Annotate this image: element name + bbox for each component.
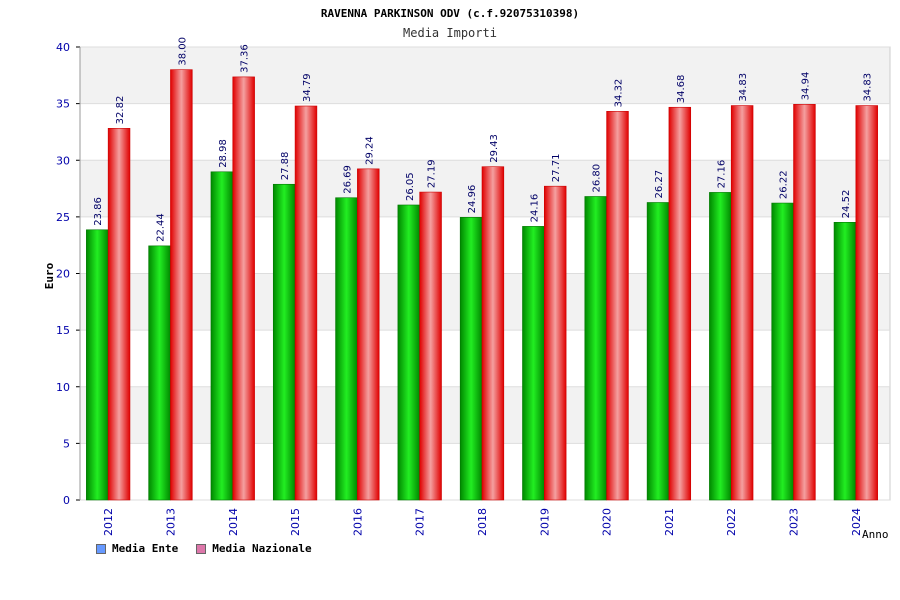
bar-media-ente (709, 192, 732, 501)
data-label: 24.16 (529, 194, 540, 223)
bar-media-nazionale (294, 105, 318, 501)
x-tick-label: 2024 (850, 508, 863, 536)
legend-label-ente: Media Ente (112, 542, 179, 555)
y-axis-label: Euro (43, 262, 56, 289)
bar-media-nazionale (357, 168, 380, 501)
bar-media-nazionale (855, 105, 878, 501)
x-tick-label: 2013 (164, 508, 177, 536)
bar-media-ente (210, 171, 234, 501)
legend-swatch-nazionale (196, 543, 207, 554)
x-tick-label: 2018 (476, 508, 489, 536)
data-label: 32.82 (115, 96, 126, 125)
bar-media-ente (646, 202, 670, 501)
bar-media-nazionale (232, 76, 255, 501)
bar-media-nazionale (730, 105, 754, 501)
data-label: 29.43 (489, 134, 500, 163)
bars (86, 69, 878, 501)
data-label: 34.83 (738, 73, 749, 102)
x-tick-label: 2012 (102, 508, 115, 536)
bar-media-nazionale (544, 185, 567, 501)
chart-subtitle: Media Importi (403, 26, 497, 40)
bar-media-ente (335, 197, 358, 501)
data-label: 27.19 (427, 159, 438, 188)
x-tick-label: 2022 (725, 508, 738, 536)
x-tick-label: 2023 (788, 508, 801, 536)
bar-media-nazionale (419, 191, 442, 501)
data-label: 22.44 (156, 213, 167, 242)
y-axis-ticks: 0 5 10 15 20 25 30 35 40 (56, 41, 81, 507)
data-label: 27.71 (551, 154, 562, 183)
bar-media-ente (459, 217, 483, 501)
y-tick-label: 15 (56, 324, 70, 337)
legend-label-nazionale: Media Nazionale (212, 542, 312, 555)
legend-item-ente: Media Ente (96, 542, 178, 555)
y-tick-label: 20 (56, 268, 70, 281)
bar-media-nazionale (481, 166, 505, 501)
y-tick-label: 10 (56, 381, 70, 394)
data-label: 24.52 (841, 190, 852, 219)
plot-band (80, 47, 890, 104)
chart-title: RAVENNA PARKINSON ODV (c.f.92075310398) (321, 7, 579, 20)
bar-media-ente (522, 226, 545, 501)
y-tick-label: 0 (63, 494, 70, 507)
y-tick-label: 30 (56, 154, 70, 167)
x-tick-label: 2015 (289, 508, 302, 536)
data-label: 34.83 (863, 73, 874, 102)
y-tick-label: 5 (63, 437, 70, 450)
x-tick-label: 2016 (351, 508, 364, 536)
data-label: 26.27 (654, 170, 665, 199)
data-label: 26.05 (405, 172, 416, 201)
bar-media-nazionale (606, 111, 629, 501)
data-label: 27.88 (280, 152, 291, 181)
bar-media-nazionale (668, 106, 692, 501)
x-tick-label: 2021 (663, 508, 676, 536)
bar-media-ente (584, 196, 607, 501)
data-label: 26.69 (342, 165, 353, 194)
bar-media-ente (771, 202, 794, 501)
bar-media-nazionale (107, 128, 131, 501)
y-tick-label: 40 (56, 41, 70, 54)
x-tick-label: 2020 (601, 508, 614, 536)
data-label: 26.80 (592, 164, 603, 193)
bar-media-nazionale (793, 104, 816, 501)
data-label: 34.79 (302, 73, 313, 102)
bar-media-ente (272, 183, 296, 501)
x-tick-label: 2014 (227, 508, 240, 536)
x-tick-label: 2017 (414, 508, 427, 536)
legend-item-nazionale: Media Nazionale (196, 542, 312, 555)
x-axis-label: Anno (862, 528, 889, 541)
data-label: 29.24 (364, 136, 375, 165)
data-label: 38.00 (177, 37, 188, 66)
data-label: 37.36 (240, 44, 251, 73)
bar-media-ente (397, 204, 420, 501)
data-label: 34.32 (614, 79, 625, 108)
data-labels: 23.86 32.82 22.44 38.00 28.98 37.36 27.88 34.79… (93, 37, 874, 242)
data-label: 24.96 (467, 185, 478, 214)
bar-media-ente (833, 222, 857, 501)
x-tick-label: 2019 (538, 508, 551, 536)
bar-media-nazionale (170, 69, 193, 501)
bar-media-ente (86, 229, 109, 501)
y-tick-label: 35 (56, 98, 70, 111)
data-label: 26.22 (779, 170, 790, 199)
x-axis-ticks: 2012 2013 2014 2015 2016 2017 2018 2019 2020 2021… (102, 508, 863, 536)
data-label: 23.86 (93, 197, 104, 226)
plot-band (80, 103, 890, 161)
legend-swatch-ente (96, 543, 106, 554)
bar-media-ente (148, 245, 171, 501)
data-label: 34.94 (800, 72, 811, 101)
data-label: 27.16 (716, 160, 727, 189)
legend: Media Ente Media Nazionale (96, 542, 312, 555)
y-tick-label: 25 (56, 211, 70, 224)
data-label: 34.68 (676, 75, 687, 104)
data-label: 28.98 (218, 139, 229, 168)
